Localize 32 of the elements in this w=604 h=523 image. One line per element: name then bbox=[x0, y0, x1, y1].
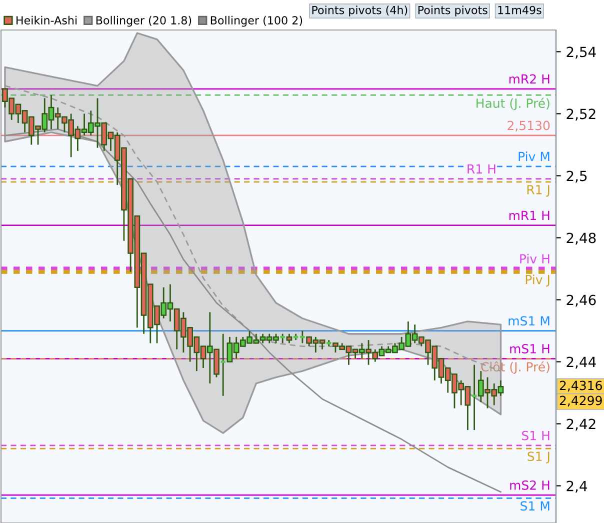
candlestick bbox=[286, 333, 292, 344]
text: 11m49s bbox=[498, 6, 542, 14]
legend-label: Bollinger (100 2) bbox=[210, 16, 302, 27]
y-tick-label: 2,4 bbox=[566, 480, 588, 493]
y-tick-label: 2,54 bbox=[566, 46, 596, 59]
ref-line-label: 2,5130 bbox=[508, 120, 550, 132]
text: 2,4299 bbox=[560, 396, 602, 406]
ref-line-label: S1 M bbox=[520, 501, 550, 511]
ref-line-label: Piv J bbox=[526, 274, 550, 287]
y-tick-label: 2,46 bbox=[566, 294, 596, 307]
ref-line-label: S1 J bbox=[528, 452, 550, 464]
ref-line-label: mR1 H bbox=[509, 210, 550, 220]
ref-line-label: S1 H bbox=[522, 430, 550, 440]
ref-line-label: Piv M bbox=[518, 152, 550, 162]
ref-line-label: R1 J bbox=[527, 185, 550, 197]
legend-label: Heikin-Ashi bbox=[16, 16, 77, 25]
ref-line-label: R1 H bbox=[468, 164, 496, 174]
ref-line-label: mS2 H bbox=[510, 480, 550, 490]
y-tick-label: 2,52 bbox=[566, 108, 596, 121]
y-tick-label: 2,5 bbox=[566, 170, 587, 183]
ref-line-label: mR2 H bbox=[509, 74, 550, 84]
text: Points pivots bbox=[418, 6, 488, 16]
ref-line-label: mS1 H bbox=[510, 344, 550, 354]
y-tick-label: 2,44 bbox=[566, 356, 596, 369]
y-tick-label: 2,42 bbox=[566, 418, 596, 431]
ref-line-label: mS1 M bbox=[508, 316, 550, 326]
ref-line-label: Haut (J. Pré) bbox=[476, 98, 550, 110]
legend-label: Bollinger (20 1.8) bbox=[96, 16, 192, 27]
y-tick-label: 2,48 bbox=[566, 232, 596, 245]
ref-line-label: Piv H bbox=[520, 254, 550, 264]
text: 2,4316 bbox=[560, 380, 602, 392]
text: Points pivots (4h) bbox=[312, 6, 408, 16]
